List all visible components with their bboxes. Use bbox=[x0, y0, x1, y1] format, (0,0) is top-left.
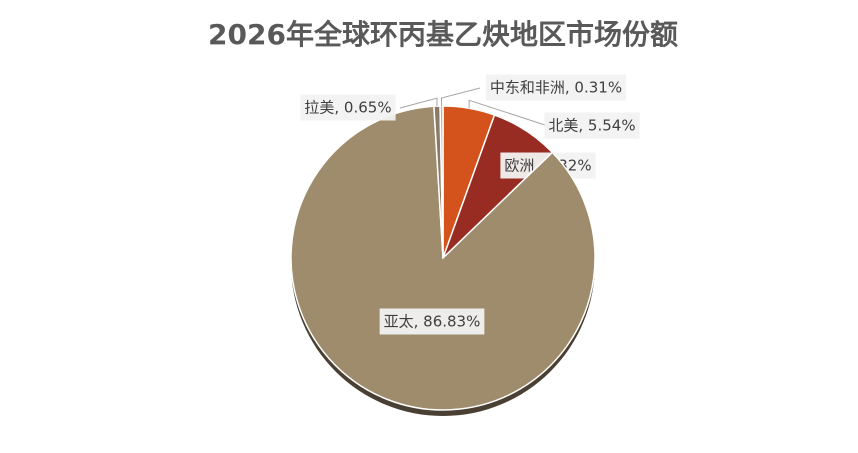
data-label-bg bbox=[379, 308, 485, 335]
data-label: 中东和非洲, 0.31% bbox=[490, 79, 622, 97]
leader-line bbox=[441, 87, 481, 107]
chart-title: 2026年全球环丙基乙炔地区市场份额 bbox=[208, 18, 678, 51]
data-label-group: 中东和非洲, 0.31% bbox=[485, 74, 627, 101]
data-label-bg bbox=[300, 94, 396, 121]
data-label-bg bbox=[485, 74, 627, 101]
data-label-group: 亚太, 86.83% bbox=[379, 308, 485, 335]
data-label-group: 拉美, 0.65% bbox=[300, 94, 396, 121]
leader-line bbox=[468, 99, 549, 127]
data-label-group: 北美, 5.54% bbox=[544, 112, 640, 139]
data-label: 北美, 5.54% bbox=[548, 117, 635, 135]
data-label: 亚太, 86.83% bbox=[384, 313, 481, 331]
pie-slice bbox=[290, 105, 596, 411]
data-label: 拉美, 0.65% bbox=[304, 99, 391, 117]
leader-line bbox=[399, 97, 438, 109]
data-label-bg bbox=[544, 112, 640, 139]
